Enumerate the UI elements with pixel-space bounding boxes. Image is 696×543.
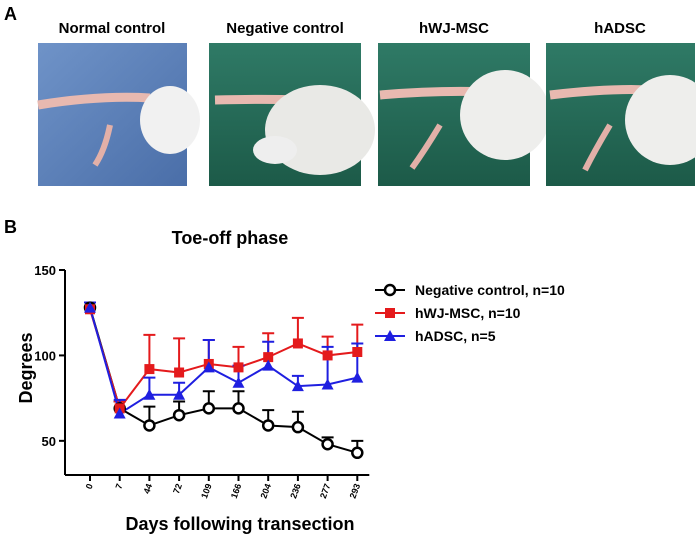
- marker: [385, 308, 395, 318]
- y-axis-label: Degrees: [16, 332, 36, 403]
- marker: [351, 446, 364, 460]
- marker: [321, 378, 334, 390]
- series-line: [89, 307, 358, 416]
- photo-label: Negative control: [226, 20, 344, 37]
- x-tick-label: 0: [84, 482, 95, 490]
- photo: [209, 43, 375, 186]
- marker: [174, 367, 185, 378]
- error-bar: [173, 337, 186, 373]
- marker: [263, 352, 274, 363]
- photo: [37, 43, 200, 186]
- marker: [143, 419, 156, 432]
- marker: [233, 362, 244, 373]
- marker: [172, 408, 186, 422]
- marker: [202, 402, 216, 415]
- marker: [261, 419, 275, 432]
- photo-label: Normal control: [59, 20, 166, 37]
- error-bar: [143, 333, 156, 370]
- marker: [232, 376, 245, 388]
- marker: [84, 301, 96, 313]
- y-tick-label: 50: [42, 434, 56, 449]
- photo-label: hADSC: [594, 20, 646, 37]
- legend-label: hWJ-MSC, n=10: [415, 305, 521, 321]
- x-tick-label: 204: [259, 482, 274, 500]
- marker: [292, 338, 303, 349]
- marker: [202, 361, 215, 373]
- marker: [384, 330, 396, 341]
- photo-label: hWJ-MSC: [419, 20, 489, 37]
- marker: [291, 420, 305, 434]
- x-tick-label: 236: [288, 482, 303, 500]
- marker: [144, 364, 155, 375]
- photo: [378, 43, 550, 186]
- marker: [351, 371, 364, 383]
- marker: [321, 438, 334, 451]
- x-axis-label: Days following transection: [125, 514, 354, 534]
- marker: [383, 283, 397, 297]
- x-tick-label: 166: [229, 482, 244, 500]
- series-line: [89, 307, 358, 454]
- x-tick-label: 277: [318, 482, 333, 500]
- x-tick-label: 109: [199, 482, 214, 500]
- x-tick-label: 72: [171, 482, 184, 495]
- panel-letter: B: [4, 217, 17, 237]
- series-line: [89, 309, 358, 411]
- legend-label: Negative control, n=10: [415, 282, 565, 298]
- marker: [291, 380, 304, 392]
- marker: [322, 350, 333, 361]
- panel-letter: A: [4, 4, 17, 24]
- marker: [352, 347, 363, 357]
- y-tick-label: 100: [34, 348, 56, 363]
- marker: [143, 388, 156, 400]
- legend-label: hADSC, n=5: [415, 328, 496, 344]
- plot: 50 100 150 0 7 44 72 109 166 204 236 277 293 Negative…: [34, 263, 565, 500]
- marker: [232, 402, 245, 415]
- marker: [262, 359, 275, 371]
- marker: [113, 407, 126, 419]
- y-tick-label: 150: [34, 263, 56, 278]
- x-tick-label: 293: [348, 482, 363, 500]
- photo: [546, 43, 696, 186]
- x-tick-label: 7: [113, 482, 124, 490]
- chart-title: Toe-off phase: [172, 228, 289, 248]
- x-tick-label: 44: [141, 482, 154, 495]
- marker: [173, 388, 186, 400]
